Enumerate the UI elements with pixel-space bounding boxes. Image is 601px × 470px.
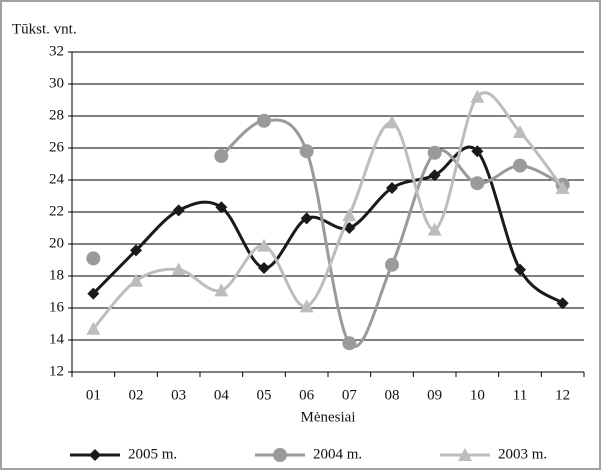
marker (385, 115, 399, 129)
y-tick-label: 22 (49, 203, 64, 219)
marker (129, 273, 143, 287)
marker (171, 262, 186, 276)
marker (556, 297, 569, 310)
y-tick-label: 12 (49, 363, 64, 379)
legend-label: 2004 m. (313, 446, 362, 462)
marker (89, 449, 101, 461)
x-tick-label: 10 (470, 387, 485, 403)
marker (214, 149, 229, 163)
x-tick-label: 12 (555, 387, 570, 403)
marker (428, 169, 441, 182)
marker (513, 125, 527, 138)
x-tick-label: 03 (171, 387, 186, 403)
marker (458, 448, 472, 461)
x-tick-label: 04 (214, 387, 230, 403)
marker (257, 238, 271, 252)
marker (471, 145, 484, 158)
marker (470, 176, 485, 191)
x-tick-label: 02 (129, 387, 144, 403)
marker (342, 208, 357, 222)
y-tick-label: 16 (49, 299, 65, 315)
x-tick-label: 06 (299, 387, 315, 403)
marker (87, 287, 100, 300)
series-line (220, 118, 564, 348)
x-tick-label: 09 (427, 387, 442, 403)
marker (385, 257, 399, 272)
y-tick-label: 18 (49, 267, 64, 283)
y-tick-label: 30 (49, 75, 64, 91)
x-tick-label: 07 (342, 387, 358, 403)
marker (427, 145, 442, 160)
marker (470, 89, 485, 103)
y-tick-label: 20 (49, 235, 64, 251)
marker (172, 204, 185, 217)
legend-label: 2005 m. (128, 446, 177, 462)
marker (555, 181, 570, 194)
x-tick-label: 08 (385, 387, 400, 403)
legend-label: 2003 m. (498, 446, 547, 462)
marker (342, 336, 357, 351)
y-tick-label: 28 (49, 107, 64, 123)
y-tick-label: 32 (49, 43, 64, 59)
marker (214, 283, 229, 297)
y-tick-label: 26 (49, 139, 65, 155)
y-tick-label: 14 (49, 331, 65, 347)
marker (273, 448, 287, 462)
marker (258, 262, 270, 274)
marker (513, 158, 527, 173)
marker (299, 144, 314, 159)
marker (86, 321, 101, 335)
marker (386, 182, 398, 194)
y-axis-title: Tūkst. vnt. (12, 21, 77, 37)
marker (257, 113, 271, 128)
marker (299, 299, 314, 313)
y-tick-label: 24 (49, 171, 65, 187)
x-tick-label: 11 (513, 387, 527, 403)
marker (514, 263, 526, 276)
x-axis-title: Mėnesiai (301, 409, 356, 425)
x-tick-label: 01 (86, 387, 101, 403)
x-tick-label: 05 (257, 387, 272, 403)
marker (86, 251, 101, 266)
marker (130, 244, 142, 257)
marker (300, 212, 313, 225)
marker (427, 222, 442, 236)
marker (215, 201, 228, 214)
